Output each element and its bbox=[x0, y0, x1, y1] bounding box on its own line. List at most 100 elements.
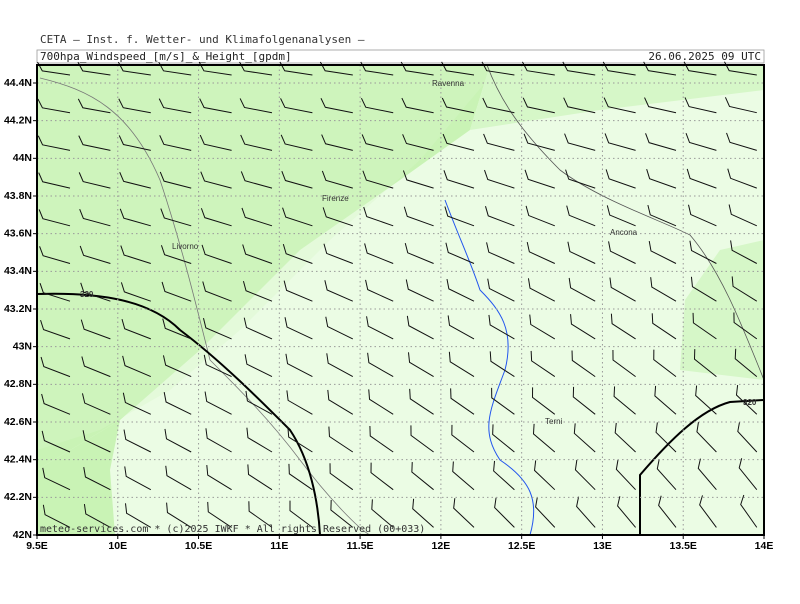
wind-barb bbox=[282, 207, 313, 227]
coastline bbox=[486, 64, 765, 381]
wind-barb bbox=[165, 465, 192, 491]
wind-barb bbox=[615, 459, 636, 491]
wind-barb bbox=[370, 462, 394, 491]
wind-barb bbox=[567, 241, 596, 264]
wind-barb bbox=[286, 390, 313, 415]
wind-barb bbox=[166, 502, 192, 528]
wind-barb bbox=[37, 98, 71, 114]
wind-barb bbox=[369, 425, 394, 453]
wind-barb bbox=[407, 352, 434, 378]
wind-barb bbox=[735, 385, 758, 415]
wind-barb bbox=[523, 133, 555, 151]
shade-strong bbox=[37, 65, 490, 470]
wind-barb bbox=[327, 389, 354, 415]
wind-barb bbox=[402, 170, 434, 189]
wind-barb bbox=[326, 353, 354, 378]
wind-barb bbox=[78, 172, 111, 189]
wind-barb bbox=[242, 244, 273, 264]
wind-barb bbox=[163, 392, 192, 415]
wind-barb bbox=[409, 388, 434, 415]
wind-barb bbox=[727, 168, 757, 189]
wind-barb bbox=[699, 495, 717, 528]
wind-barb bbox=[689, 240, 717, 264]
wind-barb bbox=[365, 279, 394, 302]
wind-barb bbox=[650, 277, 677, 302]
wind-barb bbox=[244, 354, 273, 378]
wind-barb bbox=[38, 172, 71, 189]
city-label: Livorno bbox=[172, 242, 199, 251]
height-contour bbox=[36, 292, 321, 536]
wind-barb bbox=[614, 422, 636, 453]
wind-barb bbox=[494, 497, 515, 528]
wind-barb bbox=[366, 316, 394, 340]
wind-barb bbox=[42, 504, 71, 528]
wind-barb bbox=[118, 135, 151, 151]
map-frame bbox=[36, 64, 765, 536]
wind-barb bbox=[527, 278, 556, 302]
wind-barb bbox=[202, 281, 232, 302]
wind-barb bbox=[404, 242, 434, 264]
wind-barb bbox=[726, 132, 757, 151]
wind-barb bbox=[283, 280, 313, 302]
footer: meteo-services.com * (c)2025 IWKF * All … bbox=[40, 524, 425, 535]
wind-barb bbox=[737, 421, 758, 453]
y-tick-label: 43.4N bbox=[4, 265, 32, 277]
wind-barb bbox=[79, 208, 111, 227]
wind-barb bbox=[287, 427, 313, 453]
wind-barb bbox=[646, 168, 677, 189]
y-tick-label: 42.6N bbox=[4, 416, 32, 428]
wind-barb bbox=[695, 385, 717, 415]
wind-barb bbox=[325, 316, 354, 340]
contour-label: 320 bbox=[80, 290, 94, 299]
wind-barb bbox=[565, 169, 596, 189]
wind-barb bbox=[655, 422, 677, 453]
title-box bbox=[36, 49, 765, 64]
wind-barb bbox=[697, 458, 717, 491]
wind-barb bbox=[526, 241, 556, 264]
wind-barb bbox=[489, 351, 515, 378]
wind-barb bbox=[330, 499, 354, 528]
wind-barb bbox=[484, 169, 515, 189]
wind-barb bbox=[123, 429, 152, 453]
wind-barb bbox=[80, 282, 111, 302]
x-tick-label: 10.5E bbox=[185, 540, 212, 552]
wind-barb bbox=[324, 280, 354, 302]
wind-barb bbox=[322, 207, 353, 227]
wind-barb bbox=[158, 98, 192, 114]
wind-barb bbox=[360, 97, 394, 114]
wind-barb bbox=[522, 97, 555, 114]
y-tick-label: 42.4N bbox=[4, 453, 32, 465]
city-label: Terni bbox=[545, 417, 563, 426]
wind-barb bbox=[162, 318, 192, 340]
wind-barb bbox=[402, 134, 434, 151]
y-tick-label: 42N bbox=[13, 529, 32, 541]
wind-barb bbox=[323, 243, 353, 264]
wind-barb bbox=[361, 134, 394, 151]
wind-barb bbox=[450, 388, 475, 415]
wind-field bbox=[36, 64, 765, 536]
wind-barb bbox=[243, 317, 273, 340]
wind-barb bbox=[83, 467, 111, 491]
wind-barb bbox=[122, 355, 151, 378]
wind-barb bbox=[686, 168, 717, 189]
wind-barb bbox=[246, 427, 273, 453]
wind-barb bbox=[204, 391, 232, 415]
map-title: 700hpa_Windspeed_[m/s]_&_Height_[gpdm] bbox=[40, 50, 292, 63]
wind-barbs bbox=[37, 61, 758, 528]
wind-barb bbox=[576, 496, 596, 528]
wind-barb bbox=[160, 245, 192, 264]
wind-barb bbox=[161, 281, 192, 302]
wind-barb bbox=[205, 428, 232, 453]
y-tick-label: 43N bbox=[13, 340, 32, 352]
city-label: Ancona bbox=[610, 228, 638, 237]
wind-barb bbox=[119, 208, 151, 227]
wind-barb bbox=[371, 499, 394, 528]
wind-barb bbox=[529, 314, 556, 340]
wind-barb bbox=[41, 393, 71, 415]
y-tick-label: 44.2N bbox=[4, 114, 32, 126]
wind-barb bbox=[482, 97, 515, 114]
wind-barb bbox=[690, 276, 717, 302]
wind-barb bbox=[483, 133, 515, 151]
wind-barb bbox=[367, 352, 394, 378]
wind-barb bbox=[288, 463, 313, 491]
